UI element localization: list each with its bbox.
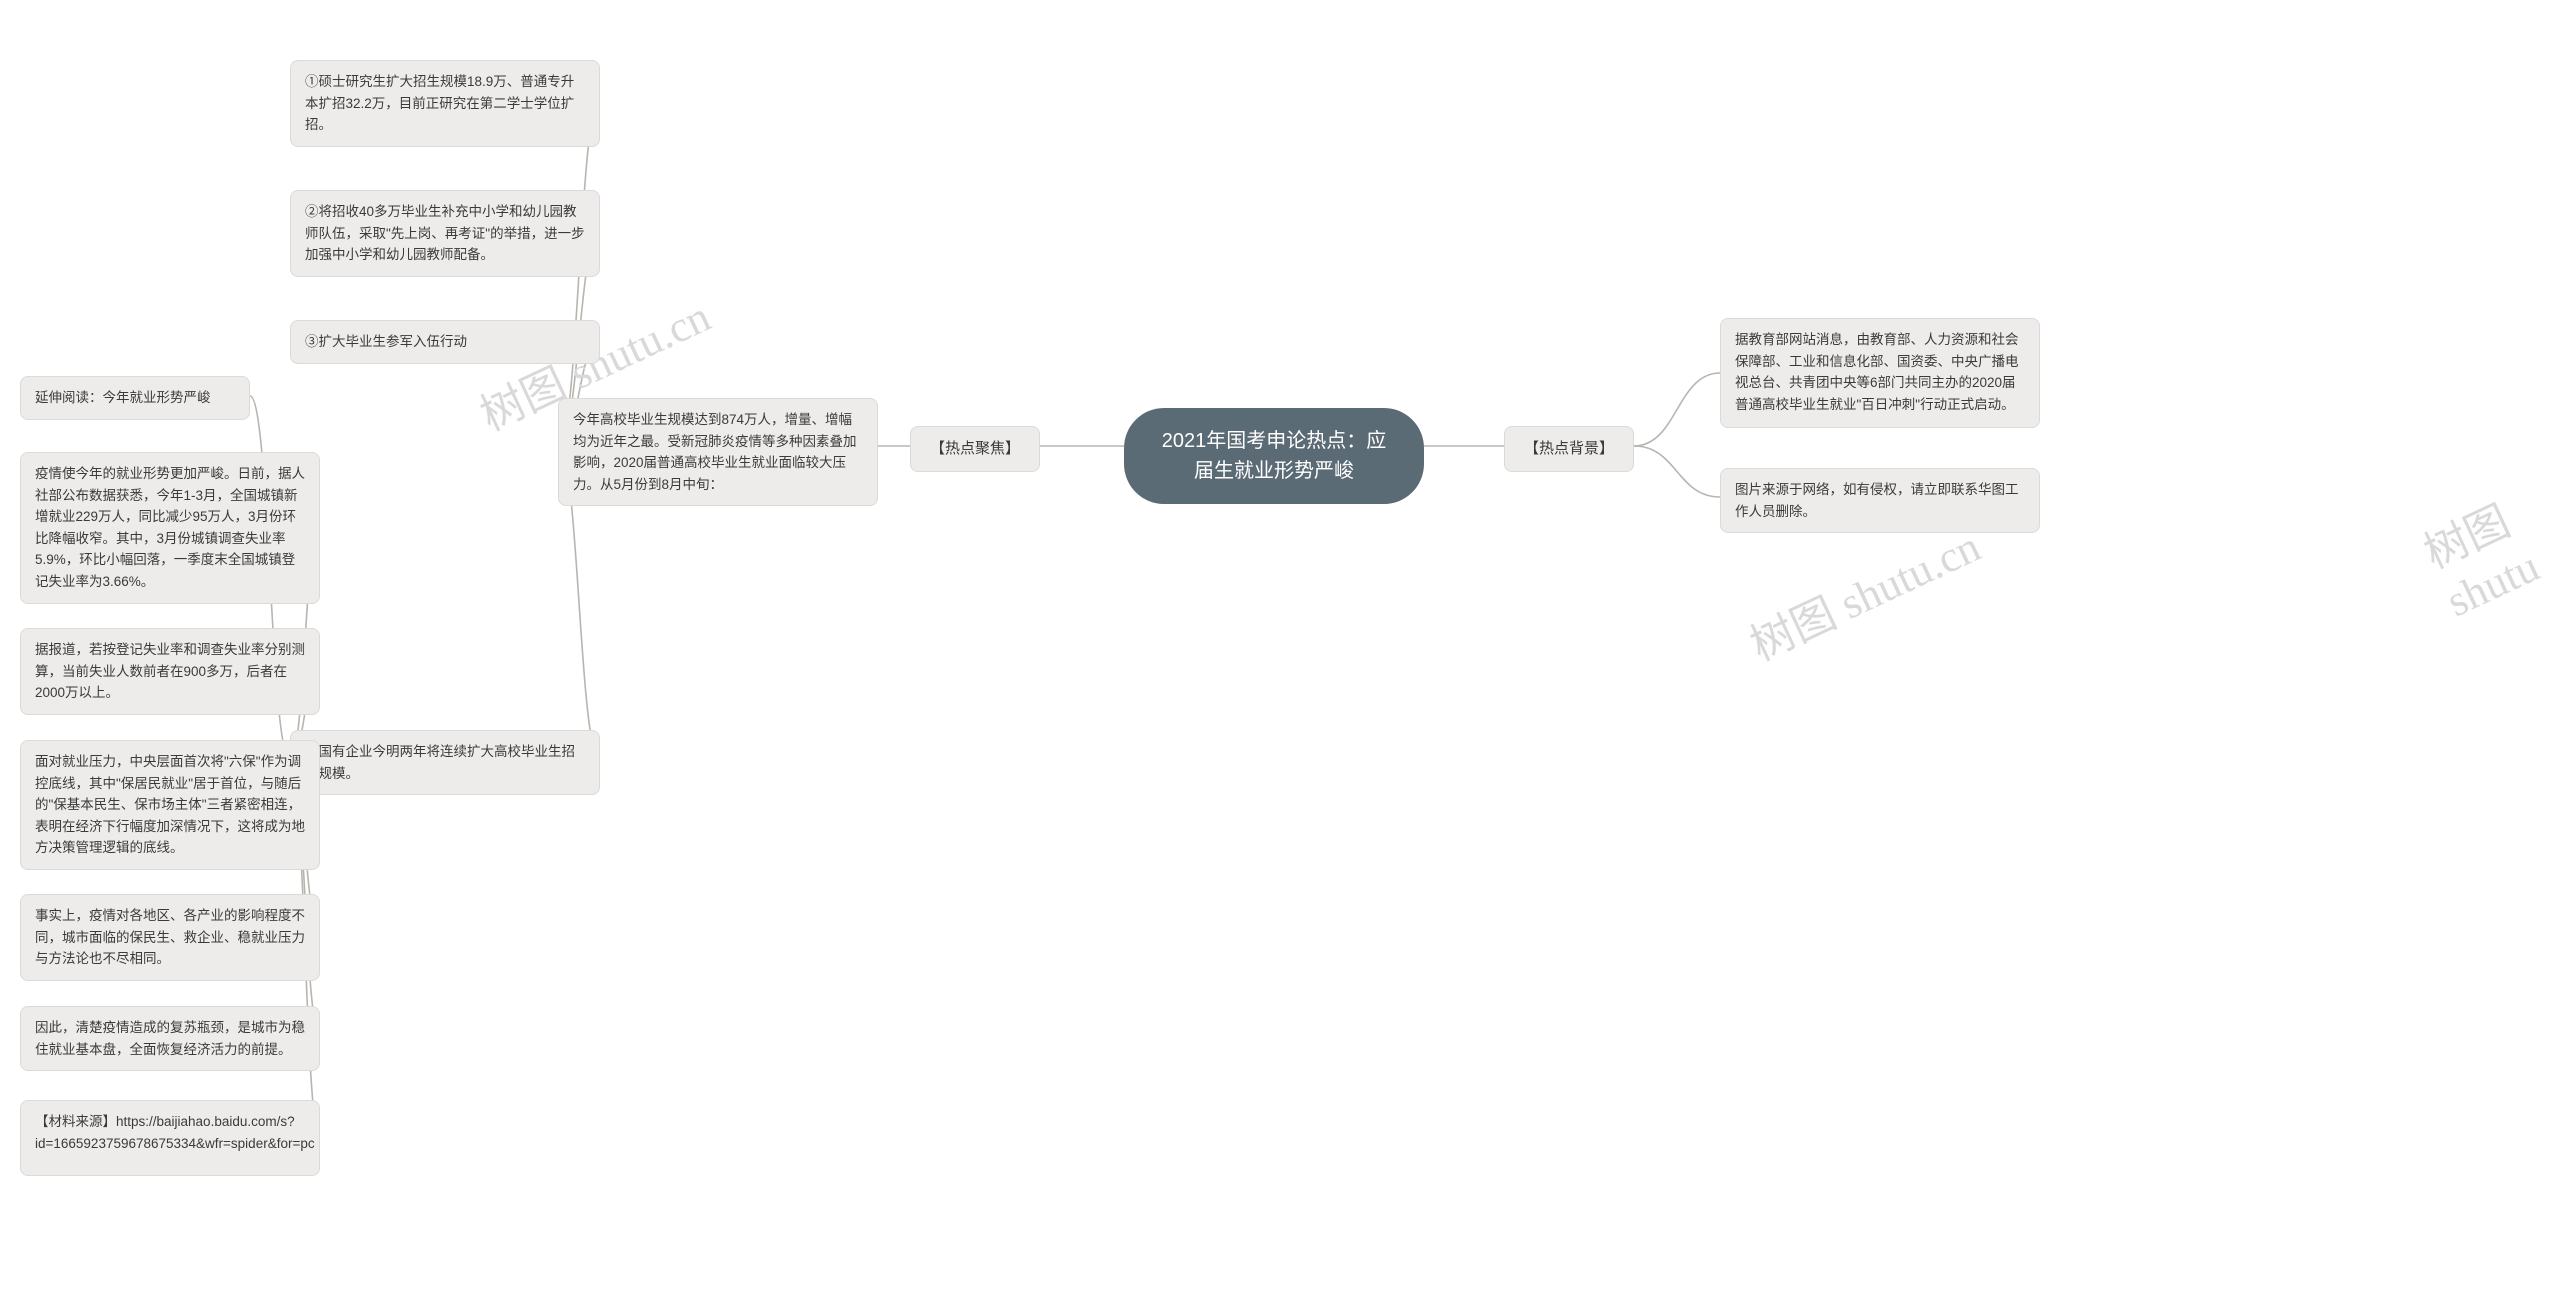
left-extended: 延伸阅读：今年就业形势严峻 <box>20 376 250 420</box>
left-extended: 面对就业压力，中央层面首次将"六保"作为调控底线，其中"保居民就业"居于首位，与… <box>20 740 320 870</box>
left-point: ②将招收40多万毕业生补充中小学和幼儿园教师队伍，采取"先上岗、再考证"的举措，… <box>290 190 600 277</box>
left-extended: 因此，清楚疫情造成的复苏瓶颈，是城市为稳住就业基本盘，全面恢复经济活力的前提。 <box>20 1006 320 1071</box>
left-point: ④国有企业今明两年将连续扩大高校毕业生招聘规模。 <box>290 730 600 795</box>
left-point: ①硕士研究生扩大招生规模18.9万、普通专升本扩招32.2万，目前正研究在第二学… <box>290 60 600 147</box>
left-extended: 据报道，若按登记失业率和调查失业率分别测算，当前失业人数前者在900多万，后者在… <box>20 628 320 715</box>
left-point: ③扩大毕业生参军入伍行动 <box>290 320 600 364</box>
mindmap-root: 2021年国考申论热点：应届生就业形势严峻 <box>1124 408 1424 504</box>
watermark-text: 树图 shutu <box>2412 468 2560 627</box>
left-extended: 【材料来源】https://baijiahao.baidu.com/s?id=1… <box>20 1100 320 1176</box>
left-mid-node: 今年高校毕业生规模达到874万人，增量、增幅均为近年之最。受新冠肺炎疫情等多种因… <box>558 398 878 506</box>
right-leaf: 图片来源于网络，如有侵权，请立即联系华图工作人员删除。 <box>1720 468 2040 533</box>
branch-right: 【热点背景】 <box>1504 426 1634 472</box>
watermark-text: 树图 shutu.cn <box>1738 511 1989 673</box>
branch-left: 【热点聚焦】 <box>910 426 1040 472</box>
right-leaf: 据教育部网站消息，由教育部、人力资源和社会保障部、工业和信息化部、国资委、中央广… <box>1720 318 2040 428</box>
left-extended: 疫情使今年的就业形势更加严峻。日前，据人社部公布数据获悉，今年1-3月，全国城镇… <box>20 452 320 604</box>
left-extended: 事实上，疫情对各地区、各产业的影响程度不同，城市面临的保民生、救企业、稳就业压力… <box>20 894 320 981</box>
